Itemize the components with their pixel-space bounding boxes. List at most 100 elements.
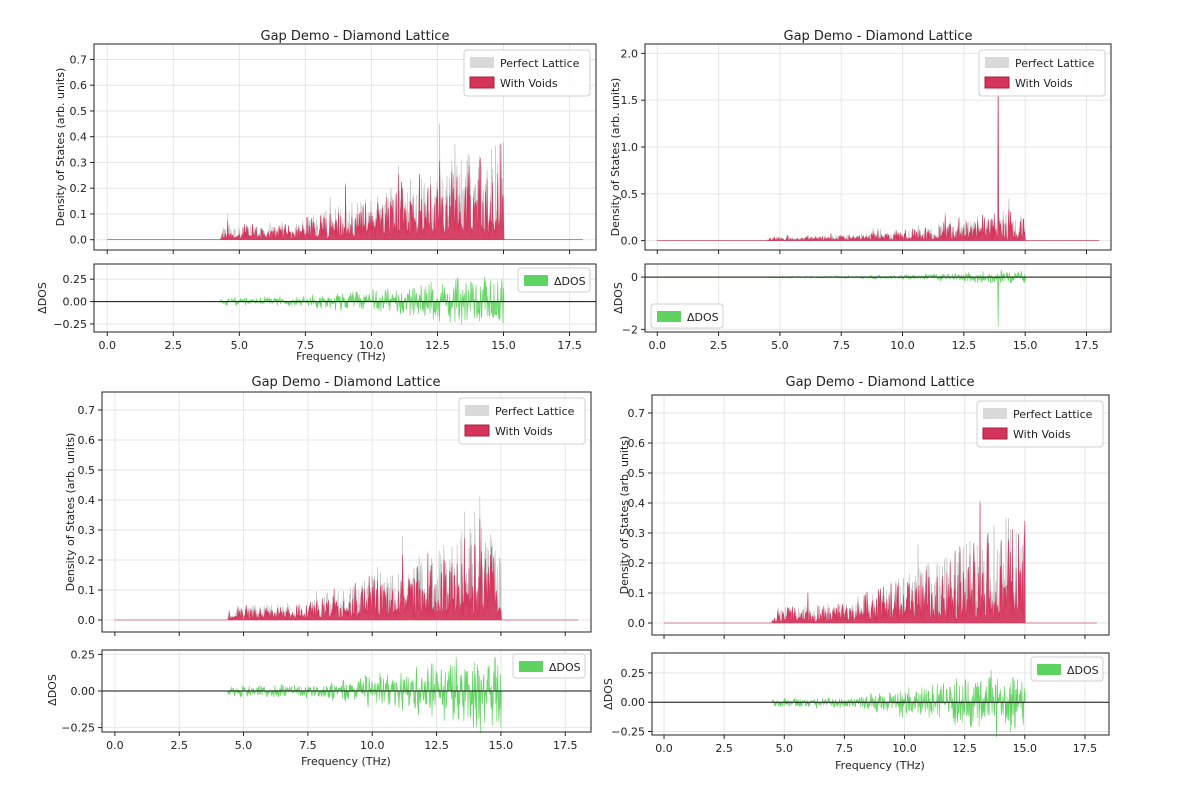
delta-y-axis-label: ΔDOS [602, 678, 615, 710]
legend-main: Perfect Lattice With Voids [463, 49, 591, 97]
x-tick-label: 12.5 [952, 742, 977, 755]
x-tick-label: 15.0 [1013, 339, 1038, 352]
series-delta-dos [106, 276, 584, 325]
legend-label-voids: With Voids [1015, 77, 1073, 90]
chart-title: Gap Demo - Diamond Lattice [786, 375, 975, 390]
y-tick-label: 0.5 [78, 464, 96, 477]
legend-label-perfect: Perfect Lattice [1015, 57, 1095, 70]
y-axis-label: Density of States (arb. units) [609, 78, 622, 237]
y-axis-label: Density of States (arb. units) [64, 433, 77, 592]
y-tick-label: 0.0 [78, 614, 96, 627]
y-tick-label: 0.5 [70, 105, 88, 118]
delta-y-tick-label: 0.00 [71, 685, 96, 698]
main-axes-frame [651, 394, 1110, 636]
legend-swatch-perfect [465, 405, 489, 416]
x-tick-label: 5.0 [771, 339, 789, 352]
x-tick-label: 10.0 [359, 339, 384, 352]
legend-main: Perfect Lattice With Voids [978, 49, 1106, 97]
x-tick-label: 7.5 [299, 739, 317, 752]
y-tick-label: 0.3 [70, 156, 88, 169]
x-tick-label: 2.5 [170, 739, 188, 752]
legend-delta: ΔDOS [1030, 656, 1104, 682]
legend-label-voids: With Voids [1013, 428, 1071, 441]
x-tick-label: 0.0 [649, 339, 667, 352]
y-tick-label: 0.5 [621, 188, 639, 201]
legend-label-perfect: Perfect Lattice [500, 57, 580, 70]
legend-box [458, 397, 586, 445]
legend-swatch-delta [1037, 664, 1061, 675]
delta-axes-frame [651, 652, 1110, 736]
x-tick-label: 0.0 [98, 339, 116, 352]
legend-delta: ΔDOS [512, 653, 586, 679]
series-with-voids [107, 144, 583, 241]
y-tick-label: 0.0 [621, 235, 639, 248]
x-tick-label: 12.5 [424, 739, 449, 752]
y-tick-label: 0.4 [628, 497, 646, 510]
y-tick-label: 0.1 [628, 587, 646, 600]
delta-axes-frame [644, 263, 1112, 333]
chart-panel-4: Gap Demo - Diamond Lattice 0.0 0.1 0.2 0.3 0.… [602, 375, 1110, 772]
x-tick-label: 10.0 [360, 739, 385, 752]
x-tick-label: 2.5 [165, 339, 183, 352]
x-tick-label: 0.0 [106, 739, 124, 752]
y-axis-label: Density of States (arb. units) [54, 68, 67, 227]
x-tick-label: 0.0 [655, 742, 673, 755]
main-axes-frame [101, 391, 592, 633]
legend-swatch-voids [984, 76, 1010, 89]
delta-y-tick-label: 0.25 [71, 648, 96, 661]
y-tick-label: 0.5 [628, 467, 646, 480]
legend-box [463, 49, 591, 97]
legend-label-perfect: Perfect Lattice [495, 405, 575, 418]
x-tick-label: 12.5 [425, 339, 450, 352]
chart-title: Gap Demo - Diamond Lattice [784, 29, 973, 44]
legend-swatch-perfect [985, 57, 1009, 68]
legend-label-perfect: Perfect Lattice [1013, 408, 1093, 421]
chart-panel-1: Gap Demo - Diamond Lattice 0.0 0.1 0.2 0.3 0.… [36, 29, 597, 363]
y-tick-label: 0.3 [628, 527, 646, 540]
y-tick-label: 0.2 [78, 554, 96, 567]
delta-y-tick-label: 0.00 [621, 696, 646, 709]
y-tick-label: 0.6 [70, 79, 88, 92]
delta-axes-frame [93, 263, 597, 333]
y-tick-label: 2.0 [621, 47, 639, 60]
x-tick-label: 2.5 [710, 339, 728, 352]
x-tick-label: 5.0 [231, 339, 249, 352]
x-tick-label: 5.0 [776, 742, 794, 755]
main-axes-frame [93, 43, 597, 251]
delta-y-tick-label: 0.25 [621, 667, 646, 680]
chart-panel-3: Gap Demo - Diamond Lattice 0.0 0.1 0.2 0.3 0.… [46, 375, 592, 768]
legend-label-voids: With Voids [495, 425, 553, 438]
delta-y-axis-label: ΔDOS [612, 282, 625, 314]
x-tick-label: 17.5 [1073, 742, 1098, 755]
y-tick-label: 0.4 [70, 131, 88, 144]
legend-box [976, 400, 1104, 448]
chart-panel-2: Gap Demo - Diamond Lattice 0.0 0.5 1.0 1.5 2.… [609, 29, 1112, 352]
legend-main: Perfect Lattice With Voids [976, 400, 1104, 448]
x-tick-label: 7.5 [836, 742, 854, 755]
x-tick-label: 15.0 [1013, 742, 1038, 755]
delta-y-tick-label: 0.00 [63, 296, 88, 309]
y-tick-label: 0.2 [628, 557, 646, 570]
x-tick-label: 10.0 [890, 339, 915, 352]
legend-label-delta: ΔDOS [554, 275, 586, 288]
y-tick-label: 0.3 [78, 524, 96, 537]
legend-label-delta: ΔDOS [1067, 664, 1099, 677]
legend-swatch-delta [657, 311, 681, 322]
x-tick-label: 10.0 [892, 742, 917, 755]
legend-swatch-delta [519, 661, 543, 672]
legend-swatch-voids [464, 424, 490, 437]
chart-title: Gap Demo - Diamond Lattice [252, 375, 441, 390]
x-tick-label: 12.5 [952, 339, 977, 352]
y-tick-label: 1.5 [621, 94, 639, 107]
delta-y-tick-label: −0.25 [61, 722, 95, 735]
y-tick-label: 0.7 [70, 53, 88, 66]
y-tick-label: 0.7 [628, 407, 646, 420]
x-tick-label: 15.0 [491, 339, 516, 352]
y-axis-label: Density of States (arb. units) [618, 436, 631, 595]
delta-y-tick-label: −2 [622, 323, 638, 336]
x-tick-label: 15.0 [489, 739, 514, 752]
x-axis-label: Frequency (THz) [296, 350, 386, 363]
legend-main: Perfect Lattice With Voids [458, 397, 586, 445]
y-tick-label: 1.0 [621, 141, 639, 154]
